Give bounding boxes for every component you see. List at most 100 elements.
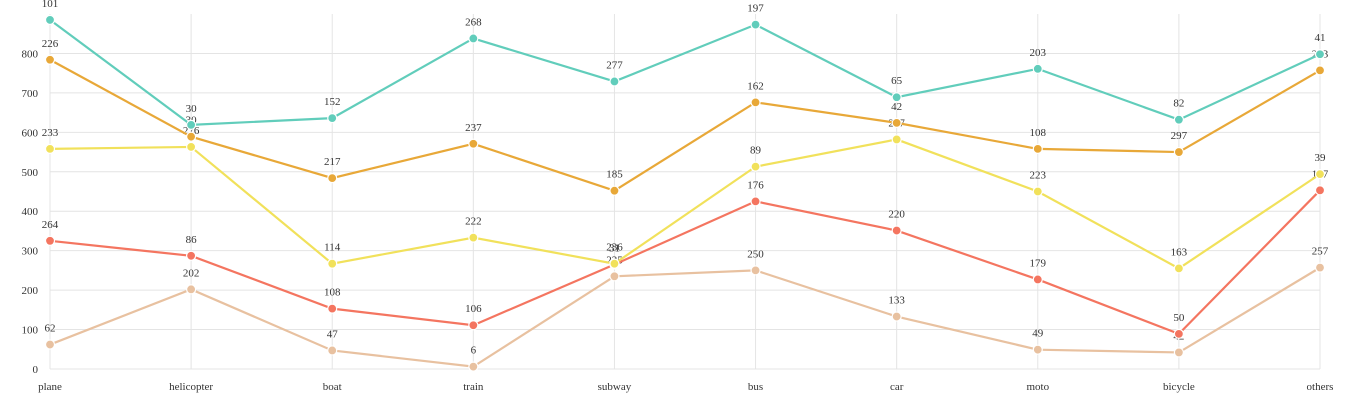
data-label: 223 xyxy=(1030,170,1047,182)
data-point[interactable] xyxy=(1314,49,1326,60)
series-line xyxy=(49,138,1321,270)
data-point[interactable] xyxy=(468,232,479,243)
data-label: 185 xyxy=(606,169,623,181)
data-point[interactable] xyxy=(1314,65,1326,76)
data-point[interactable] xyxy=(327,345,338,356)
data-point[interactable] xyxy=(891,92,902,103)
data-point[interactable] xyxy=(186,131,197,142)
data-label: 133 xyxy=(888,295,905,307)
data-label: 222 xyxy=(465,216,482,228)
data-label: 268 xyxy=(465,16,482,28)
data-point[interactable] xyxy=(1314,262,1326,273)
y-tick-label: 400 xyxy=(22,206,39,218)
data-point[interactable] xyxy=(750,265,761,276)
data-point[interactable] xyxy=(186,119,197,130)
data-label: 6 xyxy=(471,345,477,357)
x-tick-label: moto xyxy=(1026,381,1049,393)
data-point[interactable] xyxy=(609,271,620,282)
x-tick-label: bus xyxy=(748,381,763,393)
data-label: 220 xyxy=(888,209,905,221)
data-label: 202 xyxy=(183,267,200,279)
data-point[interactable] xyxy=(1032,143,1043,154)
series-line xyxy=(49,19,1321,126)
data-point[interactable] xyxy=(468,320,479,331)
data-point[interactable] xyxy=(1032,186,1043,197)
series-group: 6220247623525013349422572648610810631176… xyxy=(42,0,1329,372)
y-tick-label: 300 xyxy=(22,246,39,258)
data-point[interactable] xyxy=(1173,146,1184,158)
series-3: 2263021723718516242108297263 xyxy=(42,38,1329,196)
data-label: 89 xyxy=(750,145,762,157)
data-point[interactable] xyxy=(1314,185,1326,196)
x-tick-label: boat xyxy=(323,381,342,393)
data-point[interactable] xyxy=(1032,344,1043,355)
y-tick-label: 200 xyxy=(22,285,39,297)
data-label: 162 xyxy=(747,80,764,92)
data-label: 179 xyxy=(1030,257,1047,269)
data-point[interactable] xyxy=(44,339,56,350)
data-point[interactable] xyxy=(186,250,197,261)
data-label: 203 xyxy=(1030,47,1047,59)
data-label: 163 xyxy=(1171,246,1188,258)
data-label: 50 xyxy=(1173,312,1185,324)
series-1: 264861081063117622017950197 xyxy=(42,168,1329,339)
data-point[interactable] xyxy=(1173,114,1184,125)
data-label: 82 xyxy=(1173,98,1184,110)
data-label: 257 xyxy=(1312,246,1329,258)
data-label: 297 xyxy=(1171,130,1188,142)
series-line xyxy=(49,58,1321,192)
data-point[interactable] xyxy=(468,361,479,372)
data-point[interactable] xyxy=(1032,63,1043,74)
data-point[interactable] xyxy=(891,311,902,322)
data-label: 42 xyxy=(891,101,902,113)
data-label: 49 xyxy=(1032,328,1044,340)
x-tick-label: helicopter xyxy=(169,381,213,393)
data-point[interactable] xyxy=(468,33,479,44)
data-label: 233 xyxy=(42,127,59,139)
data-point[interactable] xyxy=(44,14,56,26)
data-label: 86 xyxy=(186,234,198,246)
data-point[interactable] xyxy=(468,138,479,149)
data-label: 250 xyxy=(747,248,764,260)
data-point[interactable] xyxy=(44,54,56,65)
series-2: 2332761142222368922722316339 xyxy=(42,117,1327,274)
data-label: 236 xyxy=(606,242,623,254)
data-point[interactable] xyxy=(186,141,197,153)
data-point[interactable] xyxy=(609,185,620,196)
data-point[interactable] xyxy=(44,235,56,246)
data-point[interactable] xyxy=(891,134,902,145)
data-point[interactable] xyxy=(1173,347,1184,358)
data-point[interactable] xyxy=(891,225,902,236)
data-point[interactable] xyxy=(609,258,620,269)
data-point[interactable] xyxy=(1032,274,1043,285)
data-label: 101 xyxy=(42,0,59,10)
x-tick-label: car xyxy=(890,381,904,393)
data-point[interactable] xyxy=(891,117,902,128)
data-point[interactable] xyxy=(1173,328,1184,339)
data-point[interactable] xyxy=(1173,263,1184,274)
data-point[interactable] xyxy=(327,303,338,314)
data-point[interactable] xyxy=(327,258,338,269)
data-label: 237 xyxy=(465,122,482,134)
data-label: 47 xyxy=(327,328,339,340)
data-point[interactable] xyxy=(1314,169,1326,180)
data-label: 31 xyxy=(609,242,620,254)
data-point[interactable] xyxy=(44,143,56,154)
data-label: 197 xyxy=(747,3,764,15)
series-line xyxy=(49,189,1321,336)
data-point[interactable] xyxy=(750,97,761,108)
data-label: 39 xyxy=(1315,152,1327,164)
data-point[interactable] xyxy=(609,76,620,87)
data-point[interactable] xyxy=(750,19,761,30)
data-label: 226 xyxy=(42,38,59,50)
data-point[interactable] xyxy=(186,284,197,295)
data-point[interactable] xyxy=(327,113,338,124)
data-point[interactable] xyxy=(327,172,338,184)
y-tick-label: 600 xyxy=(22,127,39,139)
x-axis: plane helicopter boat train subway bus car moto… xyxy=(38,381,1333,393)
data-point[interactable] xyxy=(750,196,761,207)
data-point[interactable] xyxy=(750,161,761,172)
y-tick-label: 800 xyxy=(22,48,39,60)
data-label: 217 xyxy=(324,156,341,168)
